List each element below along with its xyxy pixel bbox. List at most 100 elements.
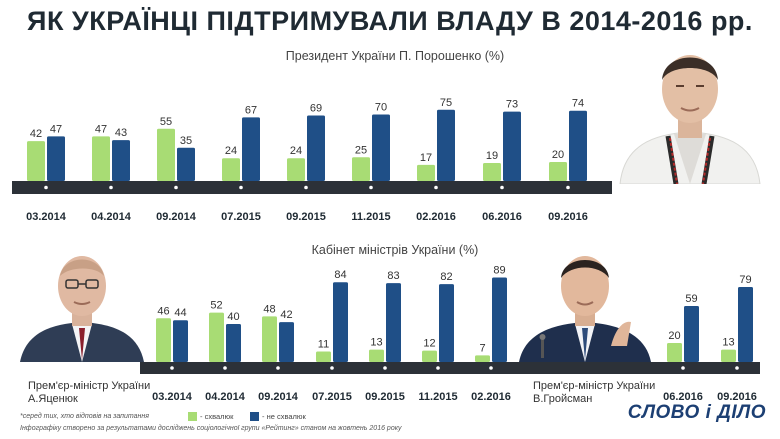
chart2-value-label: 44 [174,307,186,319]
chart2-value-label: 79 [739,274,751,286]
chart1-tick-label: 07.2015 [221,211,261,223]
chart2-bar-approve [316,351,331,362]
chart2-title: Кабінет міністрів України (%) [311,243,479,257]
groysman-name: В.Гройсман [533,393,593,405]
chart2-tick-label: 02.2016 [471,391,511,403]
groysman-role: Прем'єр-міністр України [533,380,656,392]
chart2-tick-label: 03.2014 [152,391,193,403]
chart1-value-label: 70 [375,102,387,114]
chart1-value-label: 20 [552,149,564,161]
chart1-bar-approve [549,162,567,181]
chart2-bar-approve [667,343,682,362]
chart1-axis-band [12,181,612,194]
chart2-bar-disapprove [333,282,348,362]
chart2-bar-approve [262,316,277,362]
chart2-tick-label: 07.2015 [312,391,352,403]
yatsenyuk-portrait [20,256,144,362]
chart2-tick-label: 06.2016 [663,391,703,403]
chart1-bar-approve [222,158,240,181]
legend-approve-swatch [188,412,197,421]
chart1-bar-approve [92,136,110,181]
chart1-value-label: 67 [245,104,257,116]
chart2-value-label: 13 [370,337,382,349]
chart2-bar-approve [156,318,171,362]
chart2-bar-approve [475,355,490,362]
chart1-value-label: 74 [572,98,584,110]
chart1-value-label: 19 [486,150,498,162]
chart1-tick-label: 09.2015 [286,211,326,223]
chart1-axis-dot [109,185,113,190]
chart1-bar-disapprove [112,140,130,181]
chart1-bar-approve [417,164,435,181]
chart2-bar-disapprove [386,283,401,362]
groysman-portrait [519,256,651,362]
chart1-axis-dot [44,185,48,190]
chart1-bar-disapprove [47,136,65,181]
chart2-value-label: 20 [668,330,680,342]
chart1-axis-dot [174,185,178,190]
chart1-title: Президент України П. Порошенко (%) [285,49,505,63]
chart1-bar-approve [352,157,370,181]
chart1-bar-disapprove [437,109,455,181]
yatsenyuk-name: А.Яценюк [28,393,78,405]
chart2-value-label: 52 [210,300,222,312]
chart1-bar-disapprove [242,117,260,181]
yatsenyuk-caption: Прем'єр-міністр України А.Яценюк [28,380,150,406]
chart2-bar-approve [369,349,384,362]
chart2-tick-label: 09.2015 [365,391,405,403]
brand-logo: СЛОВО і ДІЛО [627,402,766,423]
chart1-value-label: 24 [290,145,302,157]
chart1-bar-approve [287,158,305,181]
chart1-tick-label: 09.2014 [156,211,197,223]
chart2-tick-label: 11.2015 [418,391,457,403]
chart2-bar-disapprove [279,322,294,362]
chart1-bar-approve [27,141,45,181]
chart1-bar-approve [157,128,175,181]
chart1-tick-label: 09.2016 [548,211,588,223]
chart2-axis-dot [330,366,334,370]
poroshenko-portrait [619,55,761,184]
chart2-bar-disapprove [173,320,188,362]
chart2-axis-dot [436,366,440,370]
chart2-value-label: 84 [334,269,346,281]
chart1-axis-dot [566,185,570,190]
chart1-value-label: 55 [160,116,172,128]
chart1-value-label: 47 [50,123,62,135]
chart2-tick-label: 04.2014 [205,391,246,403]
chart2-bar-disapprove [492,277,507,362]
chart2-value-label: 7 [479,342,485,354]
footnote-respondents: *серед тих, хто відповів на запитання [20,413,149,420]
chart1-bar-disapprove [372,114,390,181]
chart2-value-label: 89 [493,264,505,276]
chart2-bar-disapprove [439,284,454,362]
chart2-axis-dot [489,366,493,370]
chart1-bar-disapprove [503,111,521,181]
chart2-value-label: 82 [440,271,452,283]
chart2-axis-dot [170,366,174,370]
chart1-bar-disapprove [569,110,587,181]
chart2-axis-dot [681,366,685,370]
chart1-tick-label: 02.2016 [416,211,456,223]
chart2-value-label: 59 [685,293,697,305]
chart2-value-label: 46 [157,305,169,317]
chart2-value-label: 40 [227,311,239,323]
chart1-bar-disapprove [177,147,195,181]
chart1-tick-label: 04.2014 [91,211,132,223]
chart1-value-label: 24 [225,145,237,157]
chart2-value-label: 12 [423,338,435,350]
chart2-bar-disapprove [738,286,753,362]
chart2-bar-approve [721,349,736,362]
chart2-value-label: 13 [722,337,734,349]
chart2-bar-approve [209,312,224,362]
chart2-axis-dot [223,366,227,370]
chart1-tick-label: 06.2016 [482,211,522,223]
legend-approve: - схвалюк [188,412,233,421]
chart1-value-label: 73 [506,99,518,111]
chart1-value-label: 47 [95,123,107,135]
legend-approve-label: - схвалюк [200,412,234,421]
chart2-tick-label: 09.2014 [258,391,299,403]
chart2-value-label: 42 [280,309,292,321]
